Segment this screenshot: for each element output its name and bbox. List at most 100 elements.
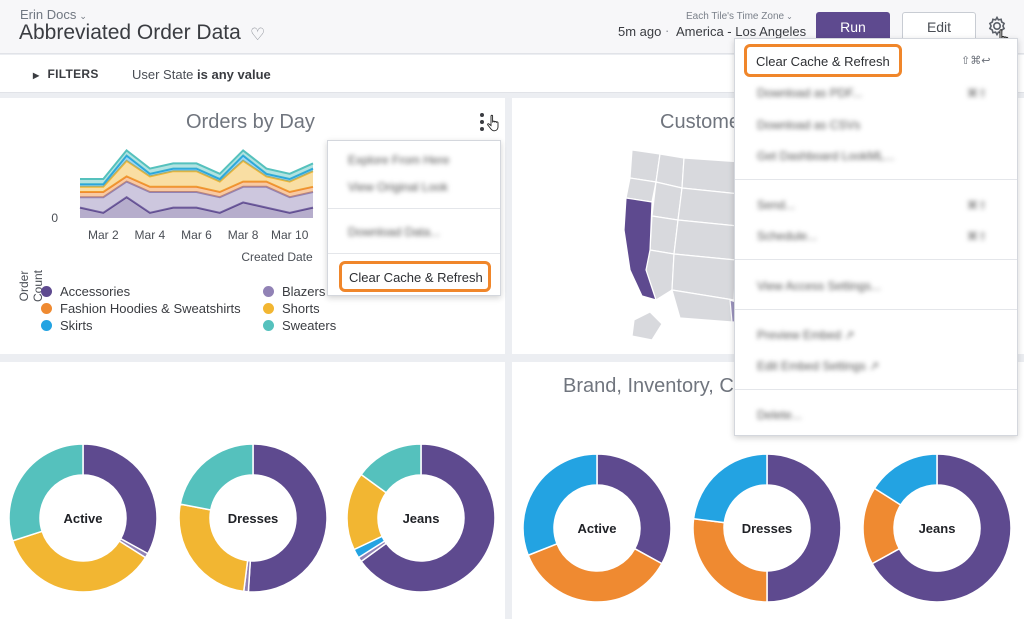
area-series-line	[80, 175, 314, 194]
shortcut-schedule: ⌘⇧	[967, 231, 988, 243]
shortcut-send: ⌘⇧	[967, 200, 988, 212]
menu-item-clear-cache-refresh[interactable]: Clear Cache & Refresh	[744, 44, 902, 77]
x-tick-label: Mar 10	[271, 228, 309, 242]
area-series-line	[79, 195, 314, 214]
menu-item-view-original[interactable]: View Original Look	[348, 180, 448, 194]
menu-item-download-pdf[interactable]: Download as PDF...	[757, 86, 863, 100]
donut-slice	[360, 443, 422, 494]
x-tick-label: Mar 6	[181, 228, 212, 242]
area-series-line	[80, 180, 314, 199]
menu-item-get-lookml[interactable]: Get Dashboard LookML...	[757, 149, 895, 163]
donut-chart: Dresses	[178, 443, 328, 593]
chevron-down-icon: ⌄	[786, 12, 793, 21]
donut-slice	[692, 453, 768, 524]
donut-center-label: Active	[577, 521, 616, 536]
menu-divider	[328, 208, 500, 209]
menu-item-send[interactable]: Send...	[757, 198, 796, 212]
donut-slice	[179, 443, 254, 511]
heart-icon[interactable]: ♡	[250, 25, 266, 44]
donut-slice	[527, 542, 663, 603]
menu-item-download-data[interactable]: Download Data...	[348, 225, 441, 239]
filter-value: is any value	[197, 67, 271, 82]
y-tick-label: 0	[51, 211, 58, 225]
filters-toggle[interactable]: ▶ FILTERS	[33, 67, 99, 81]
donut-slice	[247, 443, 328, 593]
donut-slice	[596, 453, 672, 565]
filter-summary[interactable]: User State is any value	[132, 67, 271, 82]
legend-label: Fashion Hoodies & Sweatshirts	[60, 301, 241, 316]
dashboard-header: Erin Docs ⌄ Abbreviated Order Data ♡ 5m a…	[0, 0, 1024, 54]
dashboard-settings-menu: Clear Cache & Refresh ⇧⌘↩ Download as PD…	[734, 38, 1018, 436]
tile-context-menu: Explore From Here View Original Look Dow…	[327, 140, 501, 296]
legend-swatch	[41, 303, 52, 314]
legend-item[interactable]: Accessories	[41, 284, 130, 299]
area-series-line	[80, 159, 314, 188]
separator-dot: ·	[665, 23, 670, 38]
external-link-icon: ↗	[844, 328, 855, 342]
donut-slice	[11, 530, 147, 593]
area-series	[80, 176, 313, 198]
breadcrumb[interactable]: Erin Docs ⌄	[20, 7, 87, 22]
gear-icon[interactable]	[985, 14, 1009, 38]
menu-divider	[328, 253, 500, 254]
donut-center-label: Jeans	[403, 511, 440, 526]
donut-chart: Active	[522, 453, 672, 603]
menu-item-schedule[interactable]: Schedule...	[757, 229, 818, 243]
donut-chart: Jeans	[862, 453, 1012, 603]
tile-title: Custome	[660, 111, 741, 133]
x-tick-label: Mar 8	[228, 228, 259, 242]
map-state	[649, 215, 679, 255]
menu-divider	[735, 259, 1017, 260]
legend-swatch	[263, 303, 274, 314]
run-button[interactable]: Run	[816, 12, 890, 41]
menu-item-download-csvs[interactable]: Download as CSVs	[757, 118, 861, 132]
donut-slice	[522, 453, 598, 557]
area-marks	[79, 149, 314, 218]
menu-item-label: Clear Cache & Refresh	[349, 270, 483, 285]
menu-item-explore[interactable]: Explore From Here	[348, 153, 450, 167]
tile-menu-dots-icon[interactable]	[478, 112, 504, 134]
menu-item-delete[interactable]: Delete...	[757, 408, 802, 422]
donut-slice	[82, 443, 158, 555]
legend-item[interactable]: Skirts	[41, 318, 93, 333]
tile-title: Orders by Day	[186, 111, 315, 133]
legend-swatch	[263, 286, 274, 297]
map-state	[673, 219, 739, 261]
us-map	[623, 150, 743, 341]
page-title: Abbreviated Order Data	[19, 21, 241, 44]
legend-item[interactable]: Sweaters	[263, 318, 336, 333]
menu-divider	[735, 179, 1017, 180]
legend-item[interactable]: Fashion Hoodies & Sweatshirts	[41, 301, 241, 316]
legend-label: Shorts	[282, 301, 320, 316]
x-tick-label: Mar 2	[88, 228, 119, 242]
caret-right-icon: ▶	[33, 71, 40, 80]
shortcut-clear-cache: ⇧⌘↩	[961, 55, 991, 67]
legend-item[interactable]: Shorts	[263, 301, 320, 316]
donut-charts: Active Dresses Jeans	[522, 453, 1012, 603]
menu-item-access-settings[interactable]: View Access Settings...	[757, 279, 881, 293]
timezone-label[interactable]: Each Tile's Time Zone ⌄	[686, 11, 793, 22]
area-series-line	[80, 149, 314, 180]
timezone-label-text: Each Tile's Time Zone	[686, 11, 785, 22]
menu-divider	[735, 389, 1017, 390]
legend-label: Accessories	[60, 284, 131, 299]
edit-button[interactable]: Edit	[902, 12, 976, 41]
menu-item-edit-embed[interactable]: Edit Embed Settings ↗	[757, 359, 879, 373]
legend-label: Sweaters	[282, 318, 337, 333]
timezone-value[interactable]: America - Los Angeles	[676, 24, 807, 39]
map-state	[629, 150, 661, 183]
donut-center-label: Jeans	[919, 521, 956, 536]
menu-item-preview-embed[interactable]: Preview Embed ↗	[757, 328, 854, 342]
external-link-icon: ↗	[869, 359, 880, 373]
legend-swatch	[41, 286, 52, 297]
menu-item-clear-cache-refresh[interactable]: Clear Cache & Refresh	[339, 261, 491, 292]
donut-center-label: Active	[63, 511, 102, 526]
donut-slice	[766, 453, 842, 603]
tile-donuts-left: Active Dresses Jeans	[0, 362, 505, 619]
area-series	[80, 181, 313, 213]
breadcrumb-label: Erin Docs	[20, 7, 77, 22]
area-series-line	[80, 154, 314, 186]
filter-field: User State	[132, 67, 194, 82]
